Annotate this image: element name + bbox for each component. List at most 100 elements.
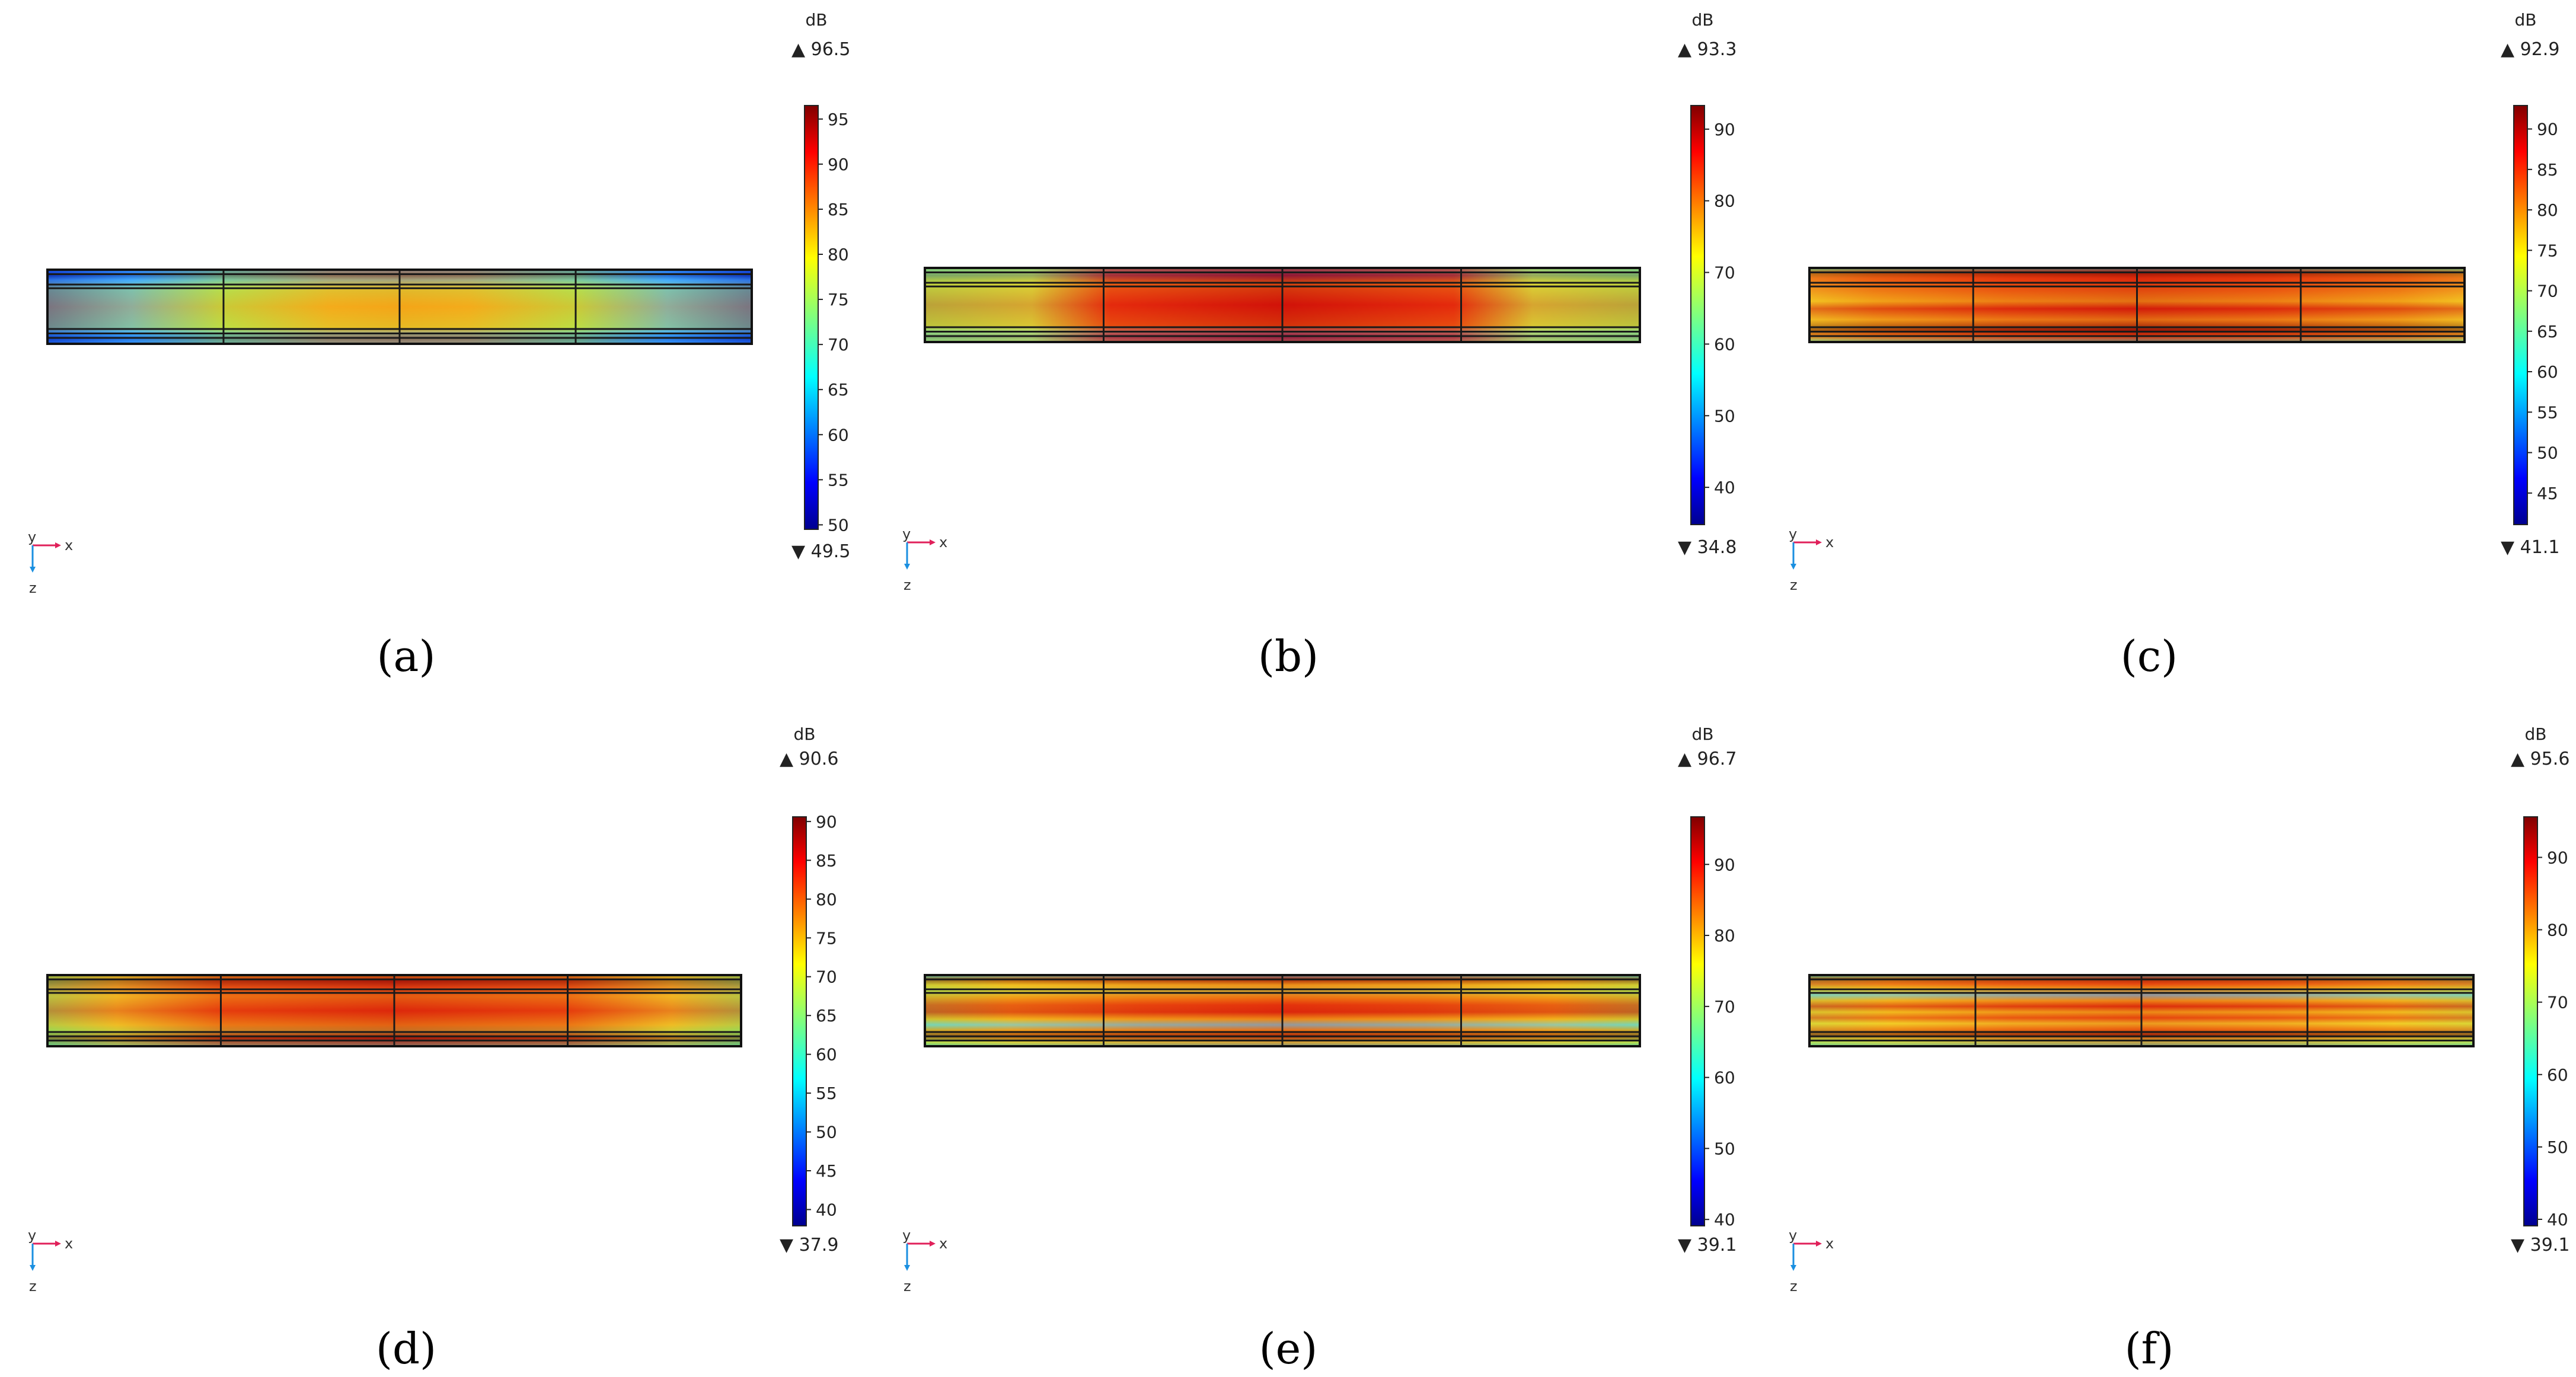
z-axis-label: z [29, 580, 37, 596]
z-axis-label: z [1790, 1278, 1798, 1295]
colorbar-tick-label-d-10: 90 [816, 812, 837, 832]
y-axis-label: y [1789, 1227, 1797, 1244]
field-border-c [1808, 267, 2466, 343]
colorbar-tick-label-b-1: 50 [1714, 406, 1735, 426]
colorbar-tick-label-c-0: 45 [2537, 484, 2558, 503]
colorbar-tick-label-f-0: 40 [2547, 1210, 2568, 1229]
unit-label-b: dB [1692, 10, 1714, 30]
colorbar-tick-label-d-2: 50 [816, 1123, 837, 1142]
colorbar-tick-label-f-1: 50 [2547, 1138, 2568, 1157]
heatmap-panel-b: 40 50 60 70 80 90 dB ▲ 93.3 ▼ 34.8 y x z [902, 10, 1737, 593]
colorbar-tick-label-d-7: 75 [816, 928, 837, 948]
x-axis-arrowhead-icon [930, 1241, 936, 1247]
colorbar-tick-label-d-4: 60 [816, 1045, 837, 1065]
colorbar-tick-label-a-9: 95 [828, 110, 849, 129]
colorbar-tick-label-c-9: 90 [2537, 120, 2558, 139]
unit-label-d: dB [794, 724, 816, 744]
colorbar-tick-label-c-3: 60 [2537, 362, 2558, 382]
colorbar-tick-label-d-8: 80 [816, 890, 837, 909]
colorbar-tick-label-e-1: 50 [1714, 1139, 1735, 1158]
axis-triad-f: y x z [1789, 1227, 1834, 1295]
colorbar-tick-label-f-5: 90 [2547, 848, 2568, 867]
colorbar-tick-label-d-5: 65 [816, 1006, 837, 1025]
axis-triad-e: y x z [902, 1227, 947, 1295]
caption-f: (f) [2125, 1324, 2174, 1373]
colorbar-b [1690, 105, 1705, 525]
colorbar-tick-label-a-0: 50 [828, 515, 849, 535]
heatmap-panel-c: 45 50 55 60 65 70 75 80 85 90 dB ▲ 92.9 ▼ 41.1 y x z [1789, 10, 2559, 593]
colorbar-tick-label-a-4: 70 [828, 335, 849, 354]
colorbar-tick-label-b-3: 70 [1714, 263, 1735, 283]
x-axis-label: x [65, 1235, 73, 1252]
field-border-a [46, 269, 753, 345]
colorbar-tick-label-d-0: 40 [816, 1200, 837, 1220]
colorbar-tick-label-c-7: 80 [2537, 200, 2558, 220]
x-axis-arrowhead-icon [930, 539, 936, 545]
colorbar-tick-label-f-2: 60 [2547, 1065, 2568, 1085]
colorbar-tick-label-a-8: 90 [828, 155, 849, 174]
min-label-b: ▼ 34.8 [1678, 537, 1737, 558]
x-axis-label: x [939, 534, 947, 551]
caption-d: (d) [376, 1324, 436, 1373]
y-axis-label: y [28, 1227, 36, 1244]
field-border-d [46, 974, 742, 1047]
colorbar-tick-label-d-1: 45 [816, 1161, 837, 1181]
z-axis-arrowhead-icon [1790, 1265, 1796, 1271]
z-axis-arrowhead-icon [30, 1265, 36, 1271]
min-label-f: ▼ 39.1 [2511, 1235, 2569, 1255]
unit-label-c: dB [2515, 10, 2537, 30]
colorbar-tick-label-b-5: 90 [1714, 120, 1735, 139]
unit-label-e: dB [1692, 724, 1714, 744]
z-axis-arrowhead-icon [1790, 564, 1796, 570]
colorbar-tick-label-a-6: 80 [828, 245, 849, 264]
x-axis-label: x [1825, 1235, 1834, 1252]
x-axis-label: x [939, 1235, 947, 1252]
colorbar-tick-label-c-6: 75 [2537, 241, 2558, 260]
colorbar-tick-label-e-4: 80 [1714, 926, 1735, 945]
colorbar-tick-label-a-3: 65 [828, 380, 849, 400]
heatmap-panel-f: 40 50 60 70 80 90 dB ▲ 95.6 ▼ 39.1 y x z [1789, 724, 2569, 1295]
colorbar-tick-label-b-0: 40 [1714, 478, 1735, 497]
colorbar-a [804, 105, 819, 530]
colorbar-tick-label-e-5: 90 [1714, 855, 1735, 874]
field-border-b [924, 267, 1641, 343]
heatmap-panel-d: 40 45 50 55 60 65 70 75 80 85 90 dB ▲ 90.6 ▼ 37.9 y x z [28, 724, 838, 1295]
min-label-e: ▼ 39.1 [1678, 1235, 1737, 1255]
field-border-f [1808, 974, 2475, 1047]
colorbar-tick-label-c-5: 70 [2537, 282, 2558, 301]
colorbar-tick-label-c-4: 65 [2537, 322, 2558, 341]
colorbar-tick-label-e-0: 40 [1714, 1210, 1735, 1229]
z-axis-label: z [904, 577, 911, 593]
colorbar-tick-label-a-1: 55 [828, 470, 849, 490]
z-axis-arrowhead-icon [904, 1265, 910, 1271]
max-label-f: ▲ 95.6 [2511, 749, 2569, 769]
unit-label-a: dB [806, 10, 828, 30]
colorbar-f [2523, 816, 2538, 1226]
x-axis-arrowhead-icon [1816, 1241, 1822, 1247]
max-label-e: ▲ 96.7 [1678, 749, 1737, 769]
colorbar-tick-label-b-4: 80 [1714, 191, 1735, 211]
caption-a: (a) [376, 631, 435, 681]
axis-triad-d: y x z [28, 1227, 73, 1295]
max-label-b: ▲ 93.3 [1678, 39, 1737, 60]
heatmap-panel-a: 50 55 60 65 70 75 80 85 90 95 dB ▲ 96.5 ▼ 49.5 y x z [28, 10, 850, 596]
axis-triad-c: y x z [1789, 526, 1834, 593]
colorbar-c [2513, 105, 2528, 525]
colorbar-tick-label-c-8: 85 [2537, 160, 2558, 180]
caption-b: (b) [1258, 631, 1319, 681]
heatmap-panel-e: 40 50 60 70 80 90 dB ▲ 96.7 ▼ 39.1 y x z [902, 724, 1737, 1295]
x-axis-arrowhead-icon [55, 1241, 61, 1247]
colorbar-tick-label-d-9: 85 [816, 851, 837, 870]
colorbar-tick-label-f-3: 70 [2547, 993, 2568, 1012]
colorbar-tick-label-e-2: 60 [1714, 1068, 1735, 1088]
colorbar-tick-label-f-4: 80 [2547, 921, 2568, 940]
colorbar-tick-label-c-1: 50 [2537, 443, 2558, 463]
colorbar-tick-label-e-3: 70 [1714, 997, 1735, 1017]
colorbar-tick-label-d-3: 55 [816, 1084, 837, 1103]
y-axis-label: y [1789, 526, 1797, 542]
z-axis-arrowhead-icon [30, 567, 36, 573]
x-axis-arrowhead-icon [1816, 539, 1822, 545]
max-label-a: ▲ 96.5 [791, 39, 850, 60]
colorbar-tick-label-a-7: 85 [828, 200, 849, 219]
